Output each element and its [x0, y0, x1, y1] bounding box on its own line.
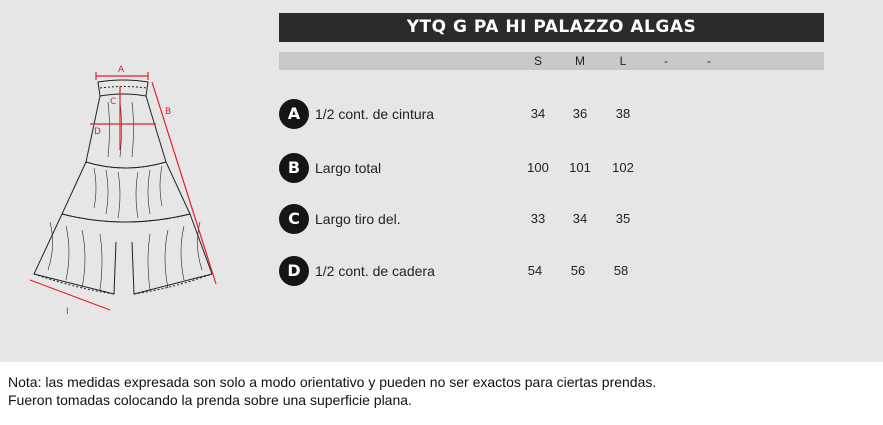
size-l: L	[619, 54, 627, 68]
measurement-label: 1/2 cont. de cadera	[315, 263, 435, 279]
diagram-label-a: A	[118, 65, 125, 75]
value-l: 35	[615, 211, 631, 226]
value-l: 38	[615, 106, 631, 121]
value-m: 36	[572, 106, 588, 121]
measurement-row-d: D 1/2 cont. de cadera 54 56 58	[279, 256, 824, 286]
size-header: S M L - -	[279, 52, 824, 70]
size-s: S	[533, 54, 542, 68]
value-m: 56	[570, 263, 586, 278]
size-m: M	[575, 54, 585, 68]
size-extra-1: -	[664, 54, 668, 68]
measurement-label: Largo tiro del.	[315, 211, 401, 227]
value-l: 58	[613, 263, 629, 278]
value-s: 33	[530, 211, 546, 226]
measurement-label: Largo total	[315, 160, 382, 176]
badge-c: C	[279, 204, 309, 234]
value-m: 34	[572, 211, 588, 226]
value-l: 102	[612, 160, 634, 175]
note-line-2: Fueron tomadas colocando la prenda sobre…	[8, 392, 412, 408]
size-chart-panel: A B C D I YTQ G PA HI PALAZZO ALGAS S M …	[0, 0, 883, 362]
badge-d: D	[279, 256, 309, 286]
measurement-row-a: A 1/2 cont. de cintura 34 36 38	[279, 99, 824, 129]
measurement-label: 1/2 cont. de cintura	[315, 106, 435, 122]
diagram-label-i: I	[66, 307, 69, 317]
measurement-row-c: C Largo tiro del. 33 34 35	[279, 204, 824, 234]
diagram-label-d: D	[94, 127, 101, 137]
badge-a: A	[279, 99, 309, 129]
value-s: 34	[530, 106, 546, 121]
measurement-lines	[29, 72, 217, 311]
second-tier-outline	[33, 213, 213, 295]
value-s: 100	[527, 160, 549, 175]
palazzo-pants-diagram: A B C D I	[29, 65, 217, 317]
first-tier-outline	[61, 161, 191, 223]
chart-title: YTQ G PA HI PALAZZO ALGAS	[279, 13, 824, 42]
disclaimer-note: Nota: las medidas expresada son solo a m…	[8, 373, 656, 409]
size-extra-2: -	[707, 54, 711, 68]
measurement-row-b: B Largo total 100 101 102	[279, 153, 824, 183]
note-line-1: Nota: las medidas expresada son solo a m…	[8, 374, 657, 390]
badge-b: B	[279, 153, 309, 183]
value-s: 54	[527, 263, 543, 278]
value-m: 101	[569, 160, 591, 175]
diagram-label-c: C	[110, 97, 116, 107]
waistband-outline	[97, 79, 149, 97]
diagram-label-b: B	[165, 107, 171, 117]
